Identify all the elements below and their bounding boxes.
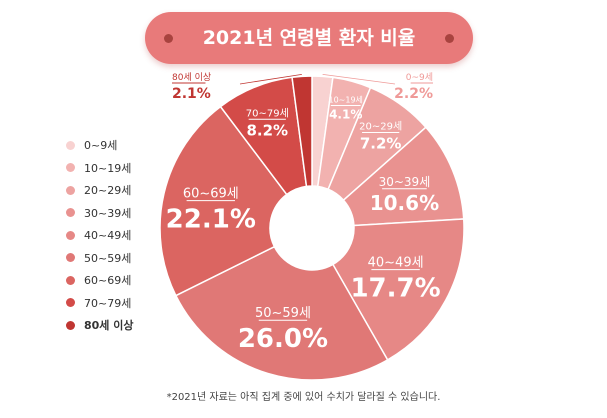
legend-swatch (66, 275, 75, 285)
dot-decoration (445, 34, 454, 43)
slice-category-label: 80세 이상 (172, 72, 211, 83)
legend-label: 40~49세 (84, 229, 132, 243)
footnote: *2021년 자료는 아직 집계 중에 있어 수치가 달라질 수 있습니다. (166, 392, 441, 403)
legend-item: 80세 이상 (66, 314, 134, 337)
legend-label: 0~9세 (84, 139, 118, 153)
legend-label: 60~69세 (84, 274, 132, 288)
dot-decoration (164, 34, 173, 43)
slice-value-label: 2.1% (172, 86, 211, 102)
slice-value-label: 4.1% (329, 108, 362, 122)
legend-item: 50~59세 (66, 247, 134, 270)
legend-swatch (66, 298, 75, 308)
leader-line (322, 73, 396, 85)
legend-item: 60~69세 (66, 269, 134, 292)
slice-category-label: 10~19세 (328, 96, 362, 105)
legend-swatch (66, 253, 75, 263)
slice-category-label: 40~49세 (368, 256, 424, 271)
legend-label: 80세 이상 (84, 319, 134, 333)
slice-category-label: 50~59세 (255, 306, 311, 321)
legend-label: 50~59세 (84, 251, 132, 265)
slice-category-label: 0~9세 (406, 72, 433, 83)
page-title: 2021년 연령별 환자 비율 (202, 27, 416, 49)
slice-value-label: 10.6% (370, 191, 439, 215)
slice-value-label: 22.1% (166, 205, 256, 235)
legend-item: 40~49세 (66, 224, 134, 247)
legend-item: 10~19세 (66, 157, 134, 180)
legend-swatch (66, 140, 75, 150)
donut-slice (291, 75, 313, 188)
legend-item: 30~39세 (66, 202, 134, 225)
donut-slice (174, 245, 389, 381)
slice-value-label: 8.2% (246, 121, 288, 139)
slice-category-label: 70~79세 (246, 107, 289, 119)
legend-item: 70~79세 (66, 292, 134, 315)
legend: 0~9세 10~19세 20~29세 30~39세 40~49세 50~59세 60~69세… (66, 134, 134, 337)
slice-value-label: 26.0% (238, 324, 328, 354)
legend-swatch (66, 185, 75, 195)
slice-category-label: 20~29세 (359, 121, 402, 133)
slice-value-label: 7.2% (360, 135, 402, 153)
slice-category-label: 60~69세 (183, 187, 239, 202)
legend-swatch (66, 320, 75, 330)
title-banner: 2021년 연령별 환자 비율 (145, 12, 473, 64)
legend-swatch (66, 163, 75, 173)
slice-category-label: 30~39세 (379, 175, 431, 189)
legend-label: 70~79세 (84, 296, 132, 310)
legend-label: 30~39세 (84, 206, 132, 220)
legend-label: 10~19세 (84, 161, 132, 175)
legend-swatch (66, 230, 75, 240)
legend-label: 20~29세 (84, 184, 132, 198)
slice-value-label: 2.2% (394, 86, 433, 102)
donut-slice (331, 218, 465, 361)
donut-slice (159, 105, 288, 297)
legend-item: 20~29세 (66, 179, 134, 202)
slice-value-label: 17.7% (350, 274, 440, 304)
legend-swatch (66, 208, 75, 218)
legend-item: 0~9세 (66, 134, 134, 157)
leader-line (239, 73, 302, 85)
